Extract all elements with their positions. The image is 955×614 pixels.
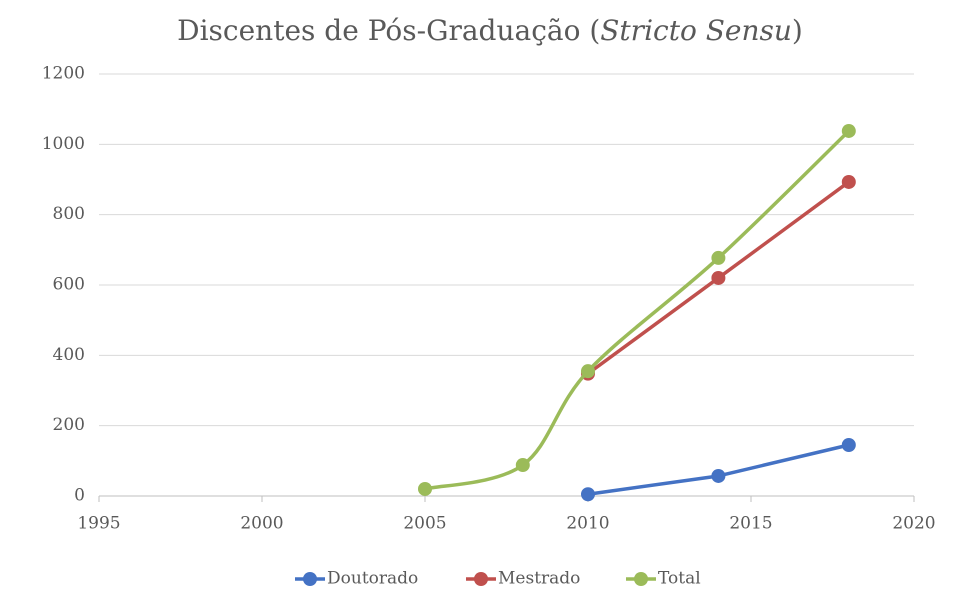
- y-tick-label: 0: [74, 486, 85, 506]
- legend-marker: [303, 572, 317, 586]
- data-point: [711, 270, 726, 285]
- y-tick-label: 400: [53, 345, 85, 365]
- data-point: [711, 250, 726, 265]
- y-tick-label: 1000: [42, 134, 85, 154]
- legend-label: Total: [658, 569, 701, 589]
- chart-title: Discentes de Pós-Graduação (Stricto Sens…: [177, 14, 803, 47]
- data-point: [581, 364, 595, 379]
- legend-marker: [474, 572, 488, 586]
- y-tick-label: 1200: [42, 64, 85, 84]
- title-part: ): [792, 14, 803, 47]
- data-point: [841, 174, 856, 189]
- y-tick-label: 600: [53, 275, 85, 295]
- data-point: [581, 487, 595, 502]
- data-point: [711, 468, 726, 483]
- x-tick-label: 2010: [566, 514, 609, 534]
- legend-label: Doutorado: [327, 569, 418, 589]
- legend-marker: [634, 572, 648, 586]
- title-part: Discentes de Pós-Graduação (: [177, 14, 600, 47]
- legend-label: Mestrado: [498, 569, 580, 589]
- data-point: [841, 123, 856, 138]
- x-tick-label: 1995: [77, 514, 120, 534]
- x-tick-label: 2005: [403, 514, 446, 534]
- x-tick-label: 2020: [892, 514, 935, 534]
- y-tick-label: 200: [53, 415, 85, 435]
- series-line: [424, 129, 851, 491]
- data-point: [418, 481, 432, 496]
- title-part: Stricto Sensu: [600, 14, 792, 47]
- y-tick-label: 800: [53, 204, 85, 224]
- x-tick-label: 2015: [729, 514, 772, 534]
- data-point: [515, 458, 530, 473]
- x-tick-label: 2000: [240, 514, 283, 534]
- data-point: [841, 438, 856, 453]
